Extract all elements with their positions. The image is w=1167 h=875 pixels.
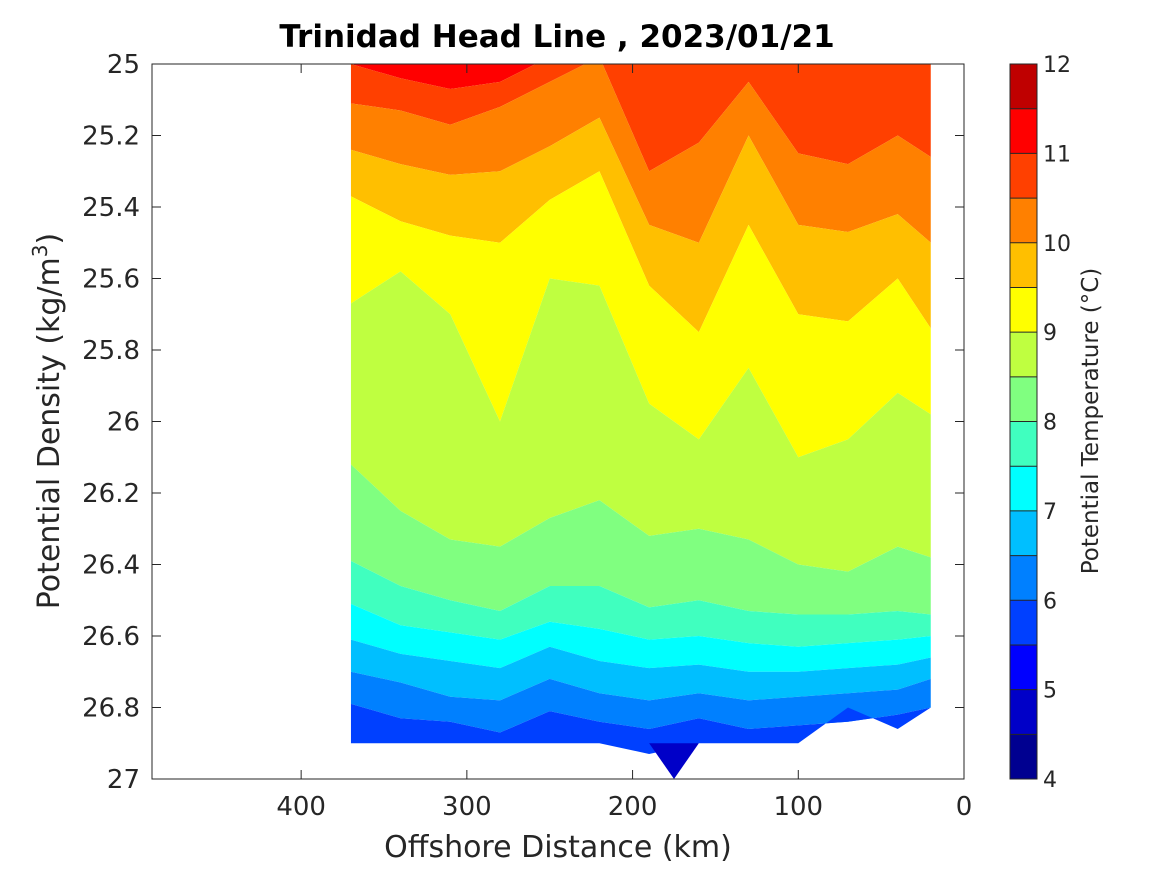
contour-band xyxy=(350,560,931,647)
colorbar-tick-label: 12 xyxy=(1043,53,1071,78)
y-tick-label: 26.6 xyxy=(82,622,140,652)
colorbar-frame xyxy=(1009,63,1038,780)
colorbar-swatch xyxy=(1010,242,1037,288)
contour-band xyxy=(350,603,931,672)
contour-band xyxy=(350,64,931,90)
colorbar-swatch xyxy=(1010,510,1037,556)
colorbar-tick-label: 11 xyxy=(1043,142,1071,167)
x-tick-label: 400 xyxy=(276,792,326,822)
colorbar-swatch xyxy=(1010,600,1037,645)
x-axis-ticks: 400 300 200 100 0 xyxy=(276,64,972,822)
y-tick-label: 25.6 xyxy=(82,265,140,295)
x-tick-label: 200 xyxy=(608,792,658,822)
x-tick-label: 100 xyxy=(773,792,823,822)
y-tick-label: 26.4 xyxy=(82,551,140,581)
y-tick-label: 26 xyxy=(107,408,140,438)
contour-band xyxy=(350,464,931,615)
colorbar-swatch xyxy=(1010,555,1037,601)
colorbar-swatch xyxy=(1010,689,1037,735)
y-axis-ticks: 25 25.2 25.4 25.6 25.8 26 26.2 26.4 26.6 26.8 27 xyxy=(82,50,964,795)
colorbar-swatch xyxy=(1010,421,1037,467)
contour-band xyxy=(649,743,699,779)
colorbar-swatch xyxy=(1010,153,1037,199)
colorbar-tick-label: 9 xyxy=(1043,321,1057,346)
colorbar-tick-label: 10 xyxy=(1043,232,1071,257)
y-axis-label-superscript: 3 xyxy=(28,244,52,257)
y-tick-label: 26.2 xyxy=(82,479,140,509)
x-tick-label: 0 xyxy=(956,792,973,822)
contour-band xyxy=(350,671,931,733)
y-tick-label: 26.8 xyxy=(82,694,140,724)
y-tick-label: 27 xyxy=(107,765,140,795)
colorbar-swatch xyxy=(1010,332,1037,377)
y-axis-label-close: ) xyxy=(32,233,67,245)
contour-band xyxy=(350,64,931,172)
colorbar xyxy=(1010,64,1037,779)
contour-band xyxy=(350,639,931,701)
colorbar-tick-label: 7 xyxy=(1043,500,1057,525)
contour-band xyxy=(350,64,931,243)
y-tick-label: 25.2 xyxy=(82,122,140,152)
colorbar-ticks: 4 5 6 7 8 9 10 11 12 xyxy=(1043,53,1071,793)
colorbar-swatch xyxy=(1010,466,1037,511)
colorbar-tick-label: 6 xyxy=(1043,589,1057,614)
colorbar-swatch xyxy=(1010,376,1037,422)
y-tick-label: 25.4 xyxy=(82,193,140,223)
y-tick-label: 25 xyxy=(107,50,140,80)
colorbar-label: Potential Temperature (°C) xyxy=(1078,268,1104,575)
x-axis-label: Offshore Distance (km) xyxy=(384,830,732,865)
y-axis-label-main: Potential Density (kg/m xyxy=(32,257,67,609)
contour-band xyxy=(350,271,931,572)
x-tick-label: 300 xyxy=(442,792,492,822)
contour-band xyxy=(350,171,931,458)
colorbar-swatch xyxy=(1010,287,1037,333)
colorbar-swatch xyxy=(1010,644,1037,690)
colorbar-tick-label: 4 xyxy=(1043,768,1057,793)
contour-band xyxy=(350,117,931,333)
y-tick-label: 25.8 xyxy=(82,336,140,366)
chart-title: Trinidad Head Line , 2023/01/21 xyxy=(279,19,834,55)
colorbar-swatch xyxy=(1010,198,1037,243)
colorbar-tick-label: 8 xyxy=(1043,411,1057,436)
contour-fill-layer xyxy=(350,64,931,779)
y-axis-label: Potential Density (kg/m3) xyxy=(28,233,67,609)
colorbar-swatch xyxy=(1010,108,1037,154)
colorbar-swatch xyxy=(1010,64,1037,109)
colorbar-swatch xyxy=(1010,734,1037,779)
colorbar-tick-label: 5 xyxy=(1043,679,1057,704)
contour-band xyxy=(350,703,931,754)
